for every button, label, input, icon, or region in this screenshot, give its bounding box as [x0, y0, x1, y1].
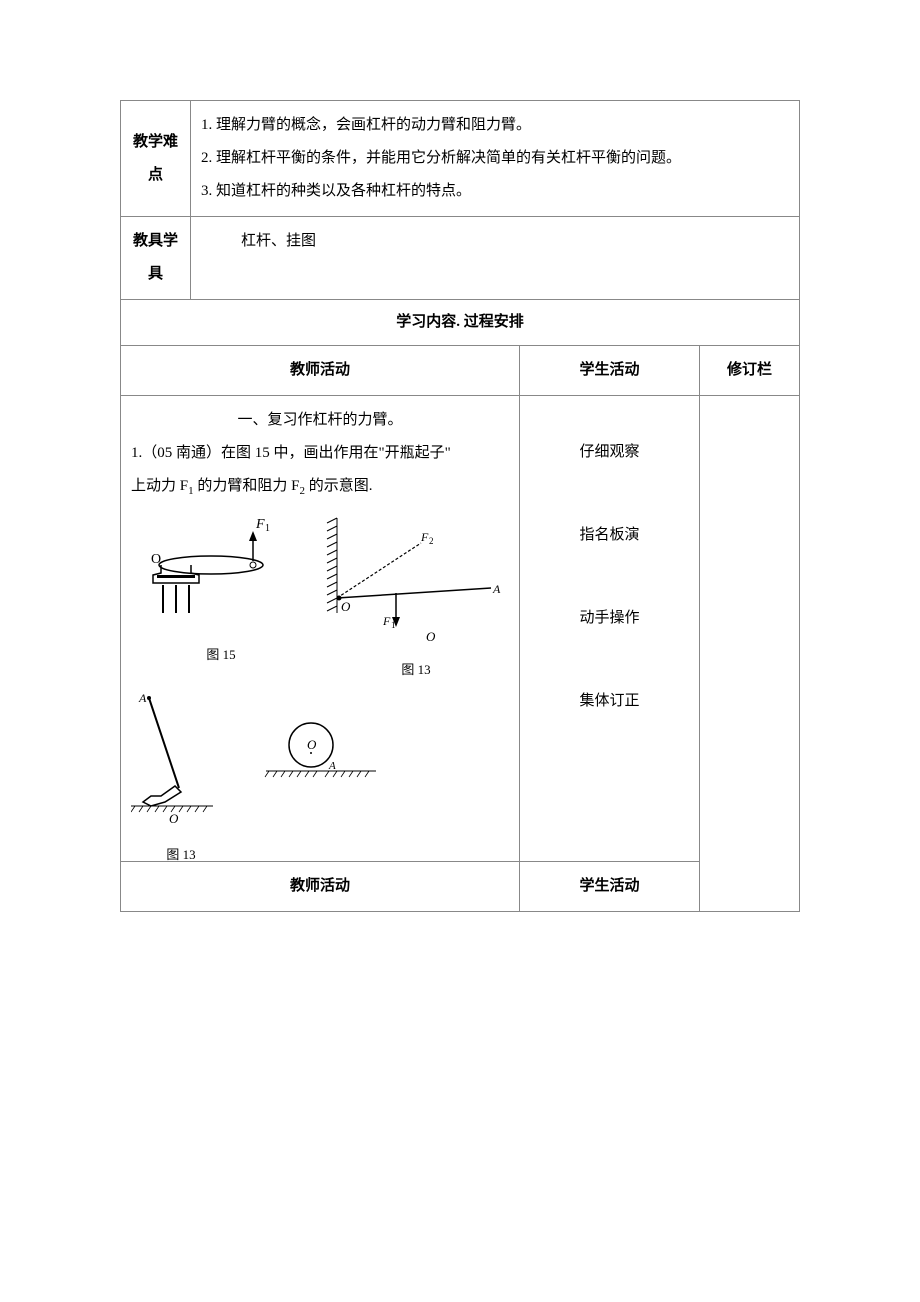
footer-student: 学生活动: [519, 862, 699, 912]
fig15-label: 图 15: [141, 641, 301, 670]
tools-label: 教具学具: [121, 217, 191, 300]
svg-text:F: F: [255, 517, 265, 532]
fig13left-label: 图 13: [131, 841, 231, 870]
difficulty-row: 教学难点 1. 理解力臂的概念，会画杠杆的动力臂和阻力臂。 2. 理解杠杆平衡的…: [121, 101, 800, 217]
t-l1b-a: 上动力 F: [131, 478, 188, 494]
tools-text: 杠杆、挂图: [241, 233, 316, 249]
figure-13-left: A O 图 13: [131, 688, 231, 870]
svg-text:2: 2: [429, 536, 434, 546]
svg-text:A: A: [492, 582, 501, 596]
figure-13-top: F2 A O F1 O 图 13: [321, 513, 511, 685]
content-row: 一、复习作杠杆的力臂。 1.（05 南通）在图 15 中，画出作用在"开瓶起子"…: [121, 396, 800, 862]
section-header: 学习内容. 过程安排: [121, 300, 800, 346]
svg-text:F: F: [382, 614, 391, 628]
col-revise: 修订栏: [699, 346, 799, 396]
student-a1: 仔细观察: [530, 436, 689, 469]
svg-text:1: 1: [265, 523, 270, 534]
teacher-line1a: 1.（05 南通）在图 15 中，画出作用在"开瓶起子": [131, 437, 509, 470]
student-a3: 动手操作: [530, 602, 689, 635]
tools-row: 教具学具 杠杆、挂图: [121, 217, 800, 300]
svg-text:O: O: [169, 811, 179, 826]
columns-header-row: 教师活动 学生活动 修订栏: [121, 346, 800, 396]
svg-text:F: F: [420, 530, 429, 544]
teacher-heading: 一、复习作杠杆的力臂。: [131, 404, 509, 437]
difficulty-item-1: 1. 理解力臂的概念，会画杠杆的动力臂和阻力臂。: [201, 109, 789, 142]
circle-figure: O A: [261, 713, 381, 806]
hammer-lever-icon: A O: [131, 688, 221, 828]
student-a4: 集体订正: [530, 685, 689, 718]
teacher-activity-cell: 一、复习作杠杆的力臂。 1.（05 南通）在图 15 中，画出作用在"开瓶起子"…: [121, 396, 520, 862]
t-l1b-end: 的示意图.: [305, 478, 373, 494]
circle-ground-icon: O A: [261, 713, 381, 793]
lesson-plan-table: 教学难点 1. 理解力臂的概念，会画杠杆的动力臂和阻力臂。 2. 理解杠杆平衡的…: [120, 100, 800, 912]
col-student: 学生活动: [519, 346, 699, 396]
student-activity-cell: 仔细观察 指名板演 动手操作 集体订正: [519, 396, 699, 862]
fig13top-label: 图 13: [321, 656, 511, 685]
svg-text:A: A: [138, 691, 147, 705]
bottle-opener-icon: F1 O: [141, 513, 301, 633]
figure-15: F1 O 图 15: [141, 513, 301, 670]
tools-content: 杠杆、挂图: [191, 217, 800, 300]
svg-text:A: A: [328, 760, 336, 772]
section-header-row: 学习内容. 过程安排: [121, 300, 800, 346]
svg-text:O: O: [341, 599, 351, 614]
difficulty-label: 教学难点: [121, 101, 191, 217]
difficulty-content: 1. 理解力臂的概念，会画杠杆的动力臂和阻力臂。 2. 理解杠杆平衡的条件，并能…: [191, 101, 800, 217]
diagram-area: F1 O 图 15: [131, 503, 509, 853]
svg-text:O: O: [307, 737, 317, 752]
student-a2: 指名板演: [530, 519, 689, 552]
svg-text:1: 1: [391, 620, 396, 630]
svg-text:O: O: [426, 629, 436, 643]
difficulty-item-2: 2. 理解杠杆平衡的条件，并能用它分析解决简单的有关杠杆平衡的问题。: [201, 142, 789, 175]
col-teacher: 教师活动: [121, 346, 520, 396]
difficulty-item-3: 3. 知道杠杆的种类以及各种杠杆的特点。: [201, 175, 789, 208]
triangle-lever-icon: F2 A O F1 O: [321, 513, 511, 643]
t-l1b-mid: 的力臂和阻力 F: [194, 478, 300, 494]
revise-cell: [699, 396, 799, 912]
teacher-line1b: 上动力 F1 的力臂和阻力 F2 的示意图.: [131, 470, 509, 503]
